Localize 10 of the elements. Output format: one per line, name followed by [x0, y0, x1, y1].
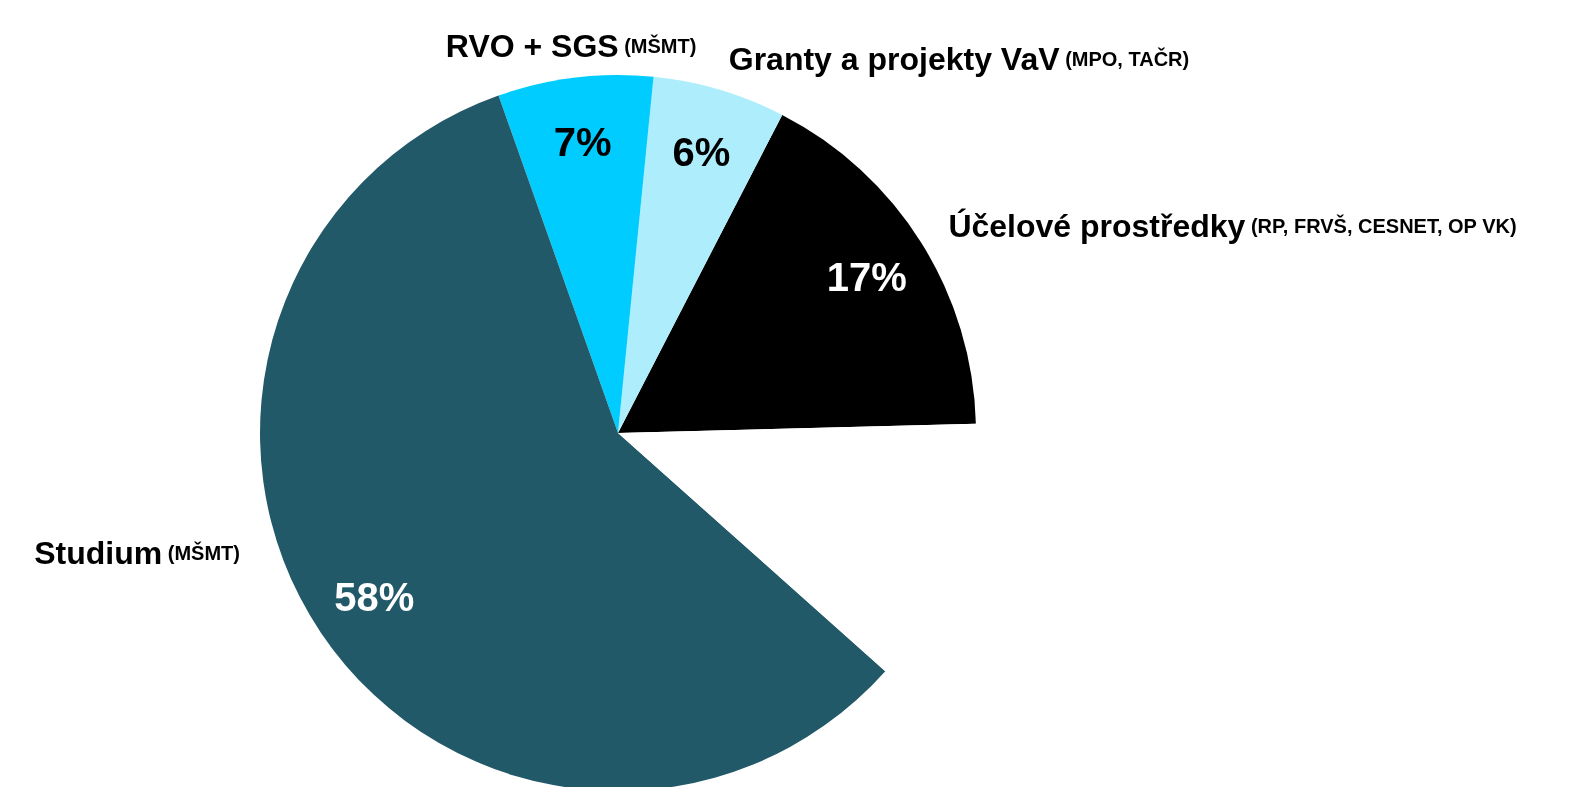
data-label: 7%: [553, 119, 612, 164]
slice-label: Účelové prostředky (RP, FRVŠ, CESNET, OP VK): [948, 207, 1517, 244]
slice-label: Granty a projekty VaV (MPO, TAČR): [728, 41, 1190, 78]
pie-slice: [618, 76, 783, 433]
data-label: 17%: [826, 255, 907, 299]
slice-label: RVO + SGS (MŠMT): [445, 27, 697, 64]
pie-slice: [498, 75, 654, 433]
slice-label: Studium (MŠMT): [34, 534, 240, 571]
data-label: 58%: [334, 574, 415, 619]
data-label: 6%: [672, 129, 731, 174]
